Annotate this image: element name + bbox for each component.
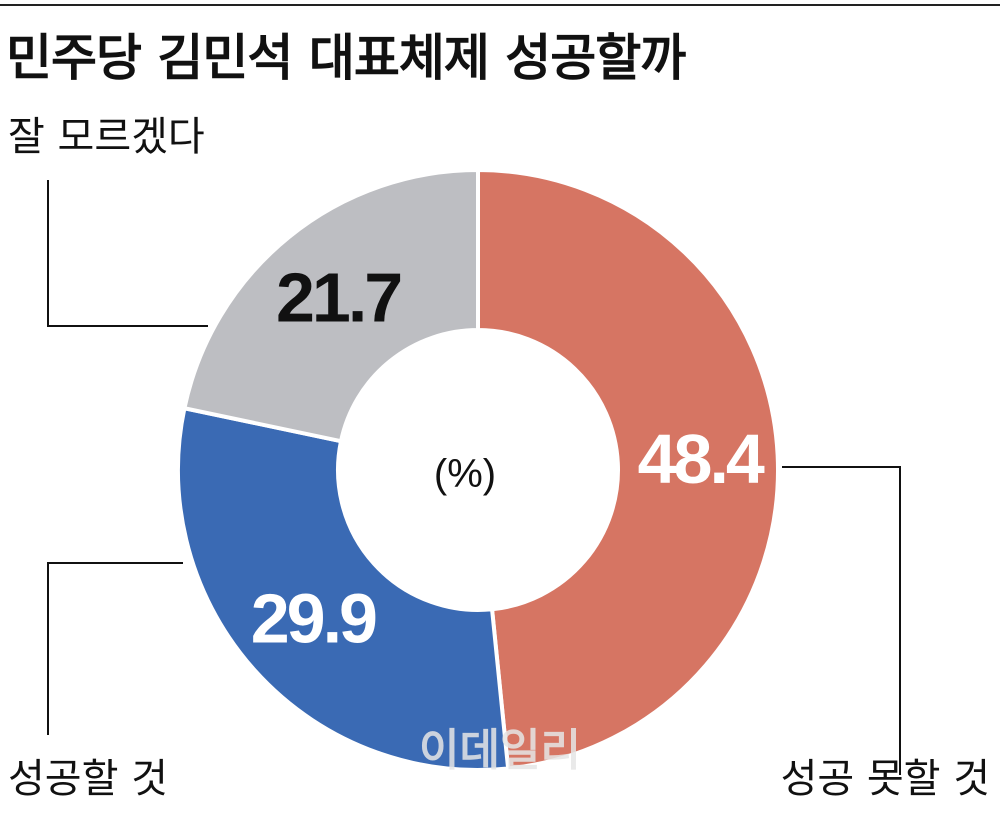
chart-title: 민주당 김민석 대표체제 성공할까 [6, 29, 686, 87]
category-label-unsure: 잘 모르겠다 [8, 114, 205, 160]
leader-line-fail [782, 466, 901, 775]
donut-slices [176, 167, 780, 772]
category-label-success: 성공할 것 [8, 756, 168, 802]
category-label-fail: 성공 못할 것 [781, 756, 990, 802]
value-label-success: 29.9 [251, 579, 376, 657]
slice-unsure [182, 167, 480, 444]
value-label-unsure: 21.7 [276, 259, 400, 337]
value-label-fail: 48.4 [638, 420, 765, 498]
watermark-text: 이데일리 [419, 725, 581, 776]
slice-fail [476, 167, 780, 771]
value-labels: 48.4 29.9 21.7 [251, 259, 768, 658]
leader-line-success [47, 562, 183, 735]
leader-line-unsure [47, 180, 208, 327]
slice-success [176, 405, 511, 772]
unit-label: (%) [434, 452, 496, 496]
leader-lines [47, 180, 901, 775]
top-rule [0, 4, 1000, 6]
